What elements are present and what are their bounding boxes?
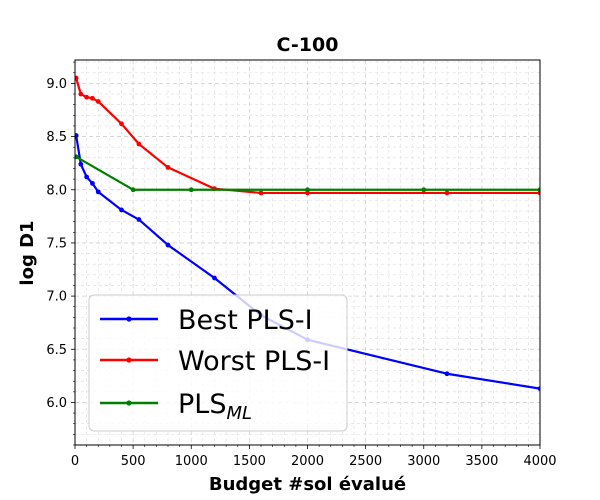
series-point-plsml	[537, 187, 540, 193]
series-plsml	[75, 154, 540, 193]
series-point-worst-pls-i	[90, 95, 95, 101]
x-tick-label: 0	[71, 454, 79, 469]
x-tick-label: 3000	[407, 454, 440, 469]
series-point-best-pls-i	[84, 174, 90, 180]
series-point-worst-pls-i	[444, 190, 450, 196]
x-tick-label: 2000	[291, 454, 324, 469]
series-point-worst-pls-i	[119, 121, 124, 127]
series-point-best-pls-i	[75, 133, 79, 138]
x-tick-label: 2500	[349, 454, 382, 469]
y-tick-label: 7.0	[46, 290, 67, 305]
legend-marker-worst-pls-i	[126, 357, 132, 363]
series-point-worst-pls-i	[84, 94, 90, 100]
series-point-plsml	[75, 154, 79, 160]
x-tick-label: 4000	[523, 454, 556, 469]
series-point-worst-pls-i	[258, 190, 264, 196]
series-point-plsml	[188, 187, 194, 193]
y-axis: 6.0 6.5 7.0 7.5 8.0 8.5 9.0	[46, 61, 75, 446]
x-tick-label: 3500	[465, 454, 498, 469]
series-point-best-pls-i	[95, 189, 101, 195]
series-point-worst-pls-i	[75, 75, 79, 81]
series-point-worst-pls-i	[165, 165, 171, 170]
y-tick-label: 9.0	[46, 77, 67, 92]
legend-label-best-pls-i: Best PLS-I	[178, 305, 313, 336]
y-tick-label: 6.5	[46, 343, 67, 358]
y-tick-label: 6.0	[46, 396, 67, 411]
y-tick-label: 8.5	[46, 130, 67, 145]
series-point-best-pls-i	[165, 242, 171, 248]
legend-marker-best-pls-i	[126, 316, 132, 322]
series-point-best-pls-i	[537, 386, 540, 392]
x-tick-label: 1500	[233, 454, 266, 469]
series-point-best-pls-i	[136, 217, 142, 222]
series-point-best-pls-i	[212, 275, 217, 281]
x-tick-label: 1000	[175, 454, 208, 469]
y-tick-label: 8.0	[46, 183, 67, 198]
x-axis-label: Budget #sol évalué	[209, 474, 406, 495]
series-point-plsml	[305, 187, 310, 193]
series-point-plsml	[421, 187, 427, 193]
series-point-best-pls-i	[444, 371, 450, 377]
series-point-best-pls-i	[119, 207, 124, 213]
series-line-plsml	[75, 155, 540, 191]
series-worst-pls-i	[75, 75, 540, 196]
series-point-worst-pls-i	[95, 99, 101, 104]
series-point-best-pls-i	[78, 161, 84, 167]
legend-marker-plsml	[126, 400, 132, 406]
x-axis: 0 500 1000 1500 2000 2500 3000 3500 4000	[71, 445, 557, 469]
y-tick-label: 7.5	[46, 236, 67, 251]
series-point-plsml	[130, 187, 136, 193]
x-tick-label: 500	[121, 454, 146, 469]
legend-label-worst-pls-i: Worst PLS-I	[178, 346, 330, 377]
y-axis-label: log D1	[17, 220, 38, 285]
chart-title: C-100	[277, 34, 339, 56]
series-point-best-pls-i	[90, 180, 95, 186]
series-point-worst-pls-i	[136, 141, 142, 147]
legend-frame	[88, 294, 348, 432]
series-point-worst-pls-i	[78, 91, 84, 97]
